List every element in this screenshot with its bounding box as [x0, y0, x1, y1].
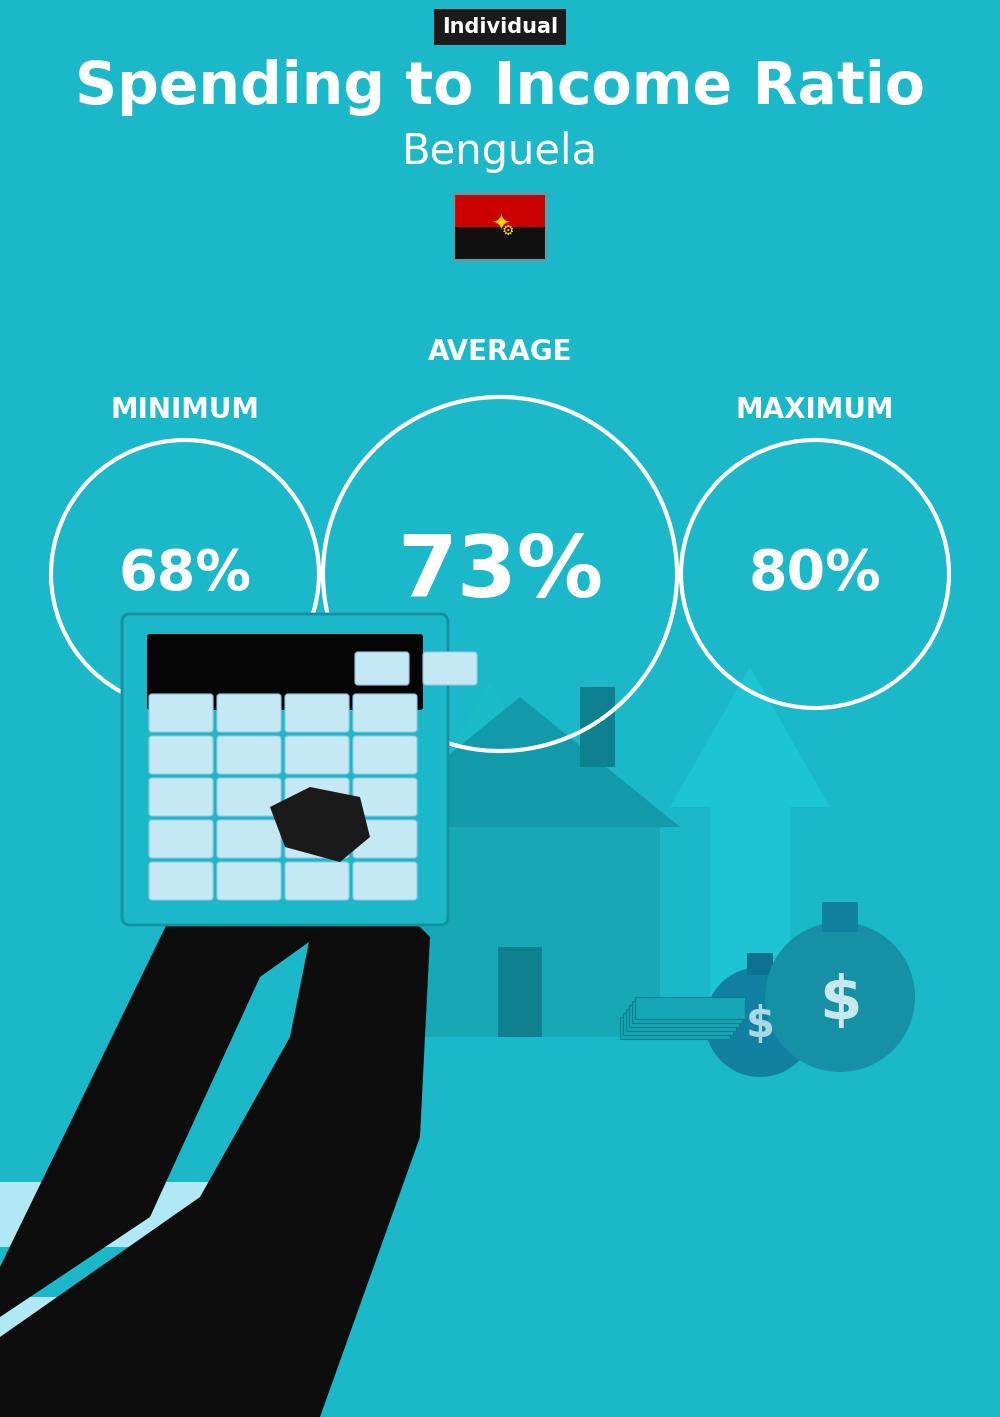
FancyBboxPatch shape	[423, 652, 477, 684]
Bar	[455, 227, 545, 259]
FancyBboxPatch shape	[149, 735, 213, 774]
FancyBboxPatch shape	[149, 778, 213, 816]
FancyBboxPatch shape	[217, 820, 281, 859]
FancyBboxPatch shape	[285, 778, 349, 816]
FancyBboxPatch shape	[0, 1182, 235, 1247]
Text: $: $	[746, 1005, 774, 1046]
FancyBboxPatch shape	[217, 735, 281, 774]
Bar	[458, 796, 522, 988]
FancyBboxPatch shape	[353, 694, 417, 733]
Text: 68%: 68%	[119, 547, 252, 601]
FancyBboxPatch shape	[149, 862, 213, 900]
Polygon shape	[360, 697, 680, 828]
Bar	[285, 796, 335, 947]
FancyBboxPatch shape	[217, 778, 281, 816]
Bar	[498, 947, 542, 1037]
Text: Spending to Income Ratio: Spending to Income Ratio	[75, 58, 925, 116]
Text: 80%: 80%	[749, 547, 881, 601]
FancyBboxPatch shape	[355, 652, 409, 684]
Bar	[623, 1013, 733, 1034]
Bar	[580, 687, 615, 767]
Polygon shape	[260, 707, 360, 796]
FancyBboxPatch shape	[217, 694, 281, 733]
Bar	[822, 903, 858, 932]
Bar	[629, 1005, 739, 1027]
Bar	[635, 998, 745, 1019]
Polygon shape	[425, 682, 555, 796]
FancyBboxPatch shape	[147, 633, 423, 710]
Bar	[455, 196, 545, 227]
Bar	[620, 1017, 730, 1039]
Bar	[455, 227, 545, 259]
FancyBboxPatch shape	[217, 862, 281, 900]
Text: AVERAGE: AVERAGE	[428, 339, 572, 366]
Polygon shape	[270, 786, 370, 862]
Circle shape	[705, 966, 815, 1077]
Bar	[632, 1000, 742, 1023]
FancyBboxPatch shape	[285, 694, 349, 733]
Bar	[454, 193, 546, 259]
FancyBboxPatch shape	[122, 614, 448, 925]
FancyBboxPatch shape	[149, 694, 213, 733]
FancyBboxPatch shape	[285, 820, 349, 859]
FancyBboxPatch shape	[353, 778, 417, 816]
Polygon shape	[670, 667, 830, 808]
FancyBboxPatch shape	[285, 862, 349, 900]
Text: 73%: 73%	[397, 533, 603, 615]
FancyBboxPatch shape	[0, 1297, 195, 1362]
Text: ✦: ✦	[491, 215, 509, 235]
Circle shape	[765, 922, 915, 1073]
Bar	[380, 828, 660, 1037]
Bar	[626, 1009, 736, 1032]
Polygon shape	[0, 877, 430, 1417]
FancyBboxPatch shape	[353, 820, 417, 859]
Bar	[710, 808, 790, 1037]
FancyBboxPatch shape	[149, 820, 213, 859]
Text: Benguela: Benguela	[402, 130, 598, 173]
FancyBboxPatch shape	[353, 735, 417, 774]
Text: MAXIMUM: MAXIMUM	[736, 395, 894, 424]
Bar	[747, 954, 773, 975]
FancyBboxPatch shape	[285, 735, 349, 774]
Text: Individual: Individual	[442, 17, 558, 37]
Text: $: $	[819, 972, 861, 1032]
Text: MINIMUM: MINIMUM	[110, 395, 260, 424]
Polygon shape	[0, 737, 420, 1316]
Text: ⚙: ⚙	[502, 224, 514, 238]
FancyBboxPatch shape	[353, 862, 417, 900]
